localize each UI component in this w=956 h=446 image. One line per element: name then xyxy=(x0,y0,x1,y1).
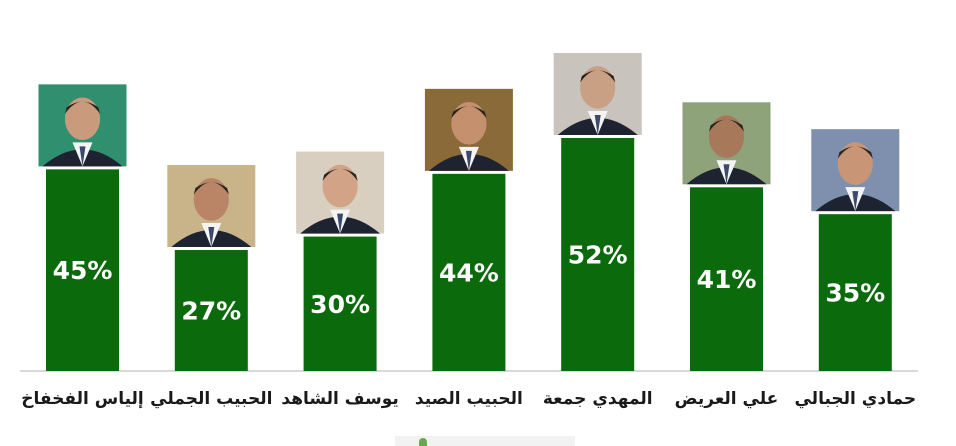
category-label-6: علي العريض xyxy=(675,389,779,409)
bar-2 xyxy=(174,250,248,371)
bar-3 xyxy=(303,236,377,371)
bar-5 xyxy=(561,138,635,371)
bar-value-label-2: 27% xyxy=(181,297,241,326)
category-label-1: إلياس الفخفاخ xyxy=(21,389,143,409)
bar-value-label-3: 30% xyxy=(310,290,370,319)
category-label-4: الحبيب الصيد xyxy=(415,389,523,409)
portrait-1-person-portrait-icon xyxy=(38,84,127,167)
logo-mark xyxy=(395,436,575,446)
bar-value-label-6: 41% xyxy=(697,265,757,294)
bar-1 xyxy=(46,169,119,371)
bar-7 xyxy=(818,214,892,371)
portrait-5-person-portrait-icon xyxy=(553,53,642,135)
category-label-2: الحبيب الجملي xyxy=(150,389,272,409)
bars-layer: 45% 27% 30% 44% 52% 41% 35% xyxy=(46,138,892,371)
portrait-6-person-portrait-icon xyxy=(682,102,771,185)
bar-6 xyxy=(690,187,763,371)
bar-value-label-7: 35% xyxy=(825,279,885,308)
bar-4 xyxy=(432,173,506,371)
bar-value-label-4: 44% xyxy=(439,258,499,287)
category-label-7: حمادي الجبالي xyxy=(794,389,916,409)
portraits-layer xyxy=(38,53,900,248)
portrait-2-person-portrait-icon xyxy=(167,165,256,248)
bar-value-label-1: 45% xyxy=(53,256,113,285)
portrait-7-person-portrait-icon xyxy=(811,129,900,212)
labels-layer: إلياس الفخفاخ الحبيب الجملي يوسف الشاهد الح… xyxy=(21,389,916,409)
category-label-3: يوسف الشاهد xyxy=(281,389,398,409)
category-label-5: المهدي جمعة xyxy=(543,389,653,409)
portrait-3-person-portrait-icon xyxy=(296,151,385,234)
portrait-4-person-portrait-icon xyxy=(424,88,513,171)
bar-value-label-5: 52% xyxy=(568,241,628,270)
